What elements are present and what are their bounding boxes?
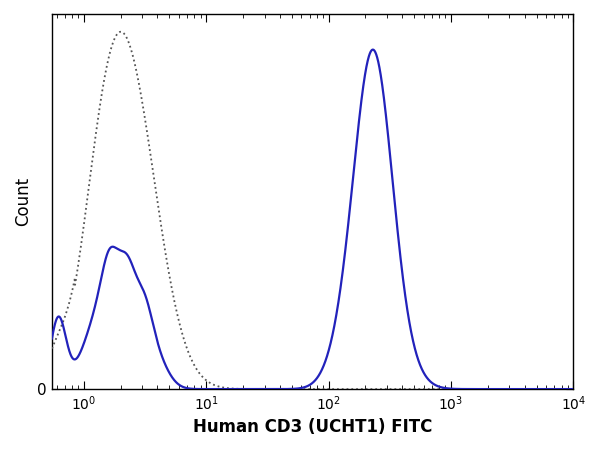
Y-axis label: Count: Count — [14, 177, 32, 226]
X-axis label: Human CD3 (UCHT1) FITC: Human CD3 (UCHT1) FITC — [193, 418, 433, 436]
